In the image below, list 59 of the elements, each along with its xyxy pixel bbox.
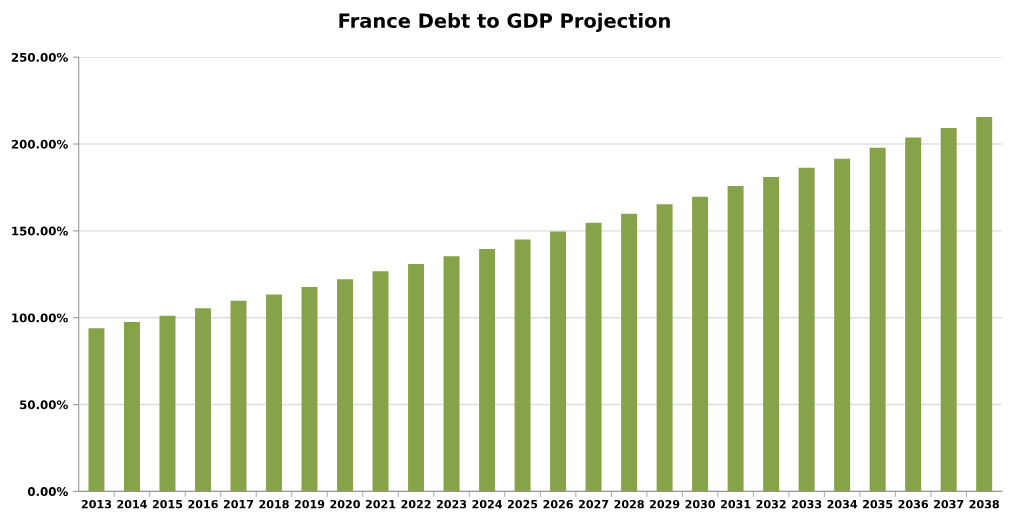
bar — [443, 256, 460, 492]
chart-title: France Debt to GDP Projection — [339, 13, 670, 32]
bar — [905, 137, 922, 492]
bar — [266, 294, 282, 492]
x-tick-label: 2033 — [792, 499, 822, 509]
x-tick-label: 2021 — [365, 499, 396, 509]
x-tick-label: 2036 — [898, 499, 929, 509]
x-tick-label: 2034 — [827, 499, 858, 509]
bar — [798, 167, 815, 492]
x-tick-label: 2028 — [614, 499, 644, 509]
x-tick-label: 2022 — [401, 499, 431, 509]
bar — [763, 177, 780, 492]
x-tick-label: 2027 — [579, 499, 609, 509]
bar — [621, 213, 638, 492]
x-tick-label: 2013 — [81, 499, 112, 509]
bar — [727, 186, 744, 492]
bar — [692, 196, 709, 492]
x-tick-label: 2020 — [330, 499, 360, 509]
bar — [479, 248, 496, 492]
y-tick-label: 50.00% — [20, 400, 68, 410]
x-tick-label: 2024 — [472, 499, 503, 509]
bar — [940, 128, 957, 492]
y-tick-label: 150.00% — [12, 226, 68, 236]
y-tick-label: 0.00% — [27, 487, 68, 497]
x-tick-label: 2025 — [507, 499, 538, 509]
x-tick-label: 2038 — [969, 499, 999, 509]
bar — [230, 300, 247, 492]
x-tick-label: 2031 — [721, 499, 751, 509]
x-tick-label: 2016 — [188, 499, 218, 509]
x-tick-label: 2023 — [436, 499, 467, 509]
bar — [408, 263, 425, 492]
bar — [123, 322, 140, 492]
x-tick-label: 2019 — [294, 499, 325, 509]
bar — [88, 328, 105, 492]
x-tick-label: 2029 — [650, 499, 680, 509]
bar — [514, 239, 531, 492]
x-tick-label: 2037 — [934, 499, 964, 509]
bar — [372, 271, 389, 492]
bar — [834, 158, 851, 492]
bar — [869, 147, 886, 492]
bar — [656, 204, 673, 492]
bar — [337, 279, 354, 492]
x-tick-label: 2026 — [543, 499, 573, 509]
y-tick-label: 250.00% — [11, 52, 68, 62]
x-tick-label: 2017 — [223, 499, 254, 509]
x-tick-label: 2032 — [756, 499, 786, 509]
y-tick-label: 200.00% — [11, 139, 68, 149]
x-tick-label: 2030 — [685, 499, 716, 509]
x-tick-label: 2018 — [259, 499, 289, 509]
bar — [550, 231, 567, 492]
bar — [301, 286, 318, 492]
bar — [976, 117, 993, 492]
bar — [159, 315, 176, 492]
x-tick-label: 2035 — [863, 499, 893, 509]
x-tick-label: 2015 — [152, 499, 183, 509]
x-tick-label: 2014 — [117, 499, 147, 509]
bar — [194, 308, 211, 492]
bar — [585, 222, 602, 492]
y-tick-label: 100.00% — [12, 313, 68, 323]
